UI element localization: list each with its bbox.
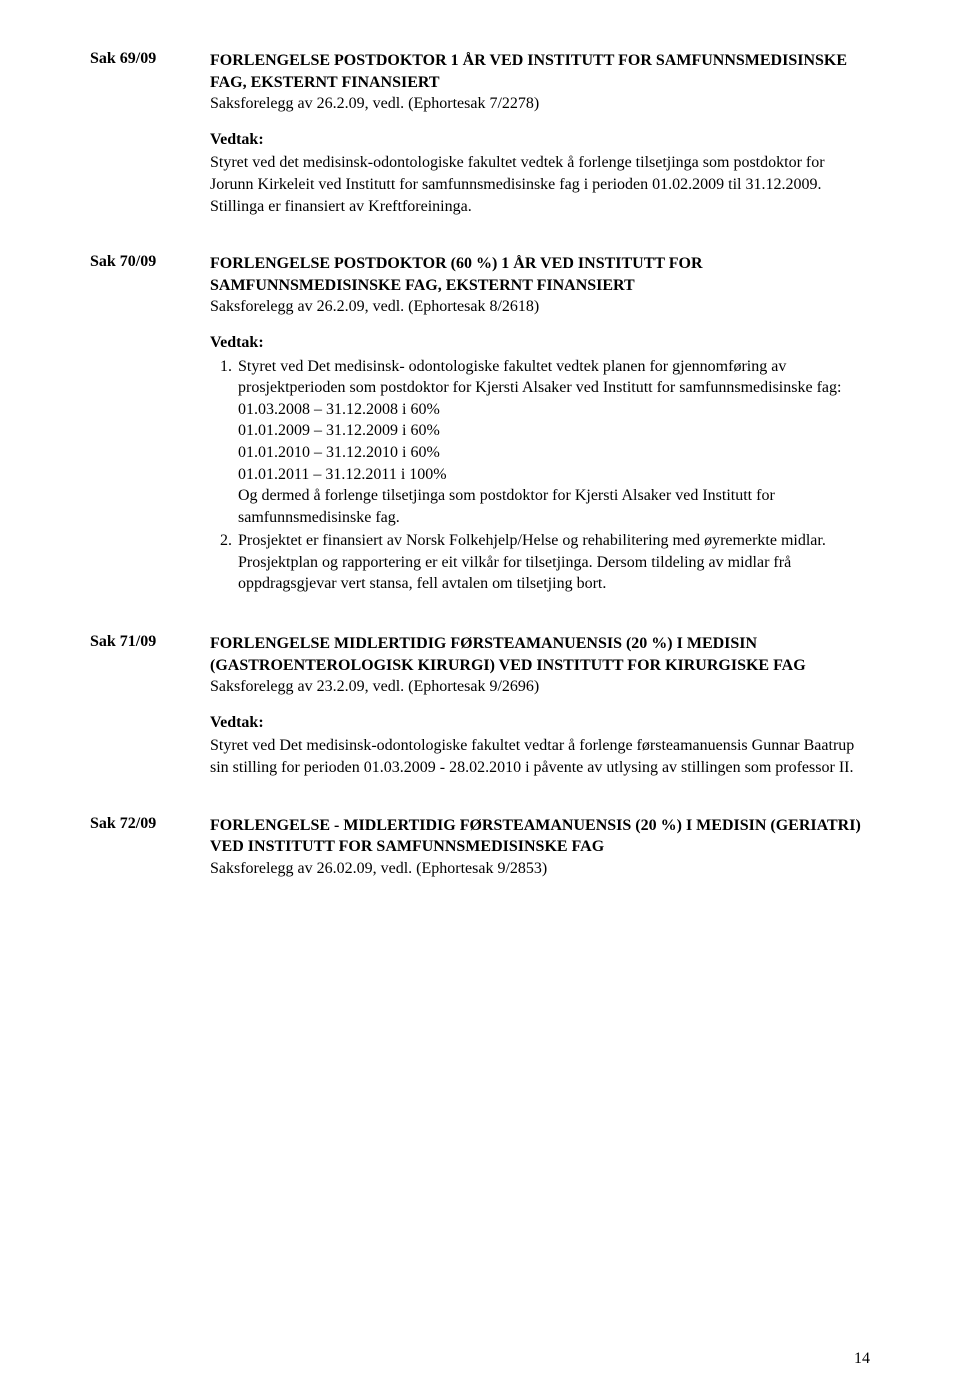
vedtak-text: Styret ved Det medisinsk-odontologiske f… (210, 735, 870, 778)
case-block: Sak 71/09 FORLENGELSE MIDLERTIDIG FØRSTE… (90, 633, 870, 779)
case-heading: FORLENGELSE POSTDOKTOR (60 %) 1 ÅR VED I… (210, 253, 870, 296)
case-block: Sak 72/09 FORLENGELSE - MIDLERTIDIG FØRS… (90, 815, 870, 880)
case-reference: Saksforelegg av 26.02.09, vedl. (Ephorte… (210, 858, 870, 880)
vedtak-text: Styret ved det medisinsk-odontologiske f… (210, 152, 870, 217)
case-title: FORLENGELSE POSTDOKTOR 1 ÅR VED INSTITUT… (210, 52, 847, 91)
case-id: Sak 71/09 (90, 633, 210, 779)
case-title: FORLENGELSE POSTDOKTOR (60 %) 1 ÅR VED I… (210, 255, 703, 294)
vedtak-label: Vedtak: (210, 712, 870, 734)
vedtak-label: Vedtak: (210, 129, 870, 151)
case-body: FORLENGELSE MIDLERTIDIG FØRSTEAMANUENSIS… (210, 633, 870, 779)
case-heading: FORLENGELSE MIDLERTIDIG FØRSTEAMANUENSIS… (210, 633, 870, 676)
case-id: Sak 70/09 (90, 253, 210, 597)
case-body: FORLENGELSE - MIDLERTIDIG FØRSTEAMANUENS… (210, 815, 870, 880)
list-item: Styret ved Det medisinsk- odontologiske … (236, 356, 870, 529)
vedtak-label: Vedtak: (210, 332, 870, 354)
case-block: Sak 70/09 FORLENGELSE POSTDOKTOR (60 %) … (90, 253, 870, 597)
case-reference: Saksforelegg av 26.2.09, vedl. (Ephortes… (210, 296, 870, 318)
case-reference: Saksforelegg av 23.2.09, vedl. (Ephortes… (210, 676, 870, 698)
case-body: FORLENGELSE POSTDOKTOR (60 %) 1 ÅR VED I… (210, 253, 870, 597)
list-item: Prosjektet er finansiert av Norsk Folkeh… (236, 530, 870, 595)
case-block: Sak 69/09 FORLENGELSE POSTDOKTOR 1 ÅR VE… (90, 50, 870, 217)
vedtak-list: Styret ved Det medisinsk- odontologiske … (210, 356, 870, 596)
case-heading: FORLENGELSE POSTDOKTOR 1 ÅR VED INSTITUT… (210, 50, 870, 93)
case-id: Sak 69/09 (90, 50, 210, 217)
case-reference: Saksforelegg av 26.2.09, vedl. (Ephortes… (210, 93, 870, 115)
page-number: 14 (854, 1350, 870, 1368)
case-id: Sak 72/09 (90, 815, 210, 880)
case-heading: FORLENGELSE - MIDLERTIDIG FØRSTEAMANUENS… (210, 815, 870, 858)
case-title: FORLENGELSE MIDLERTIDIG FØRSTEAMANUENSIS… (210, 635, 806, 674)
case-body: FORLENGELSE POSTDOKTOR 1 ÅR VED INSTITUT… (210, 50, 870, 217)
case-title: FORLENGELSE - MIDLERTIDIG FØRSTEAMANUENS… (210, 817, 861, 856)
